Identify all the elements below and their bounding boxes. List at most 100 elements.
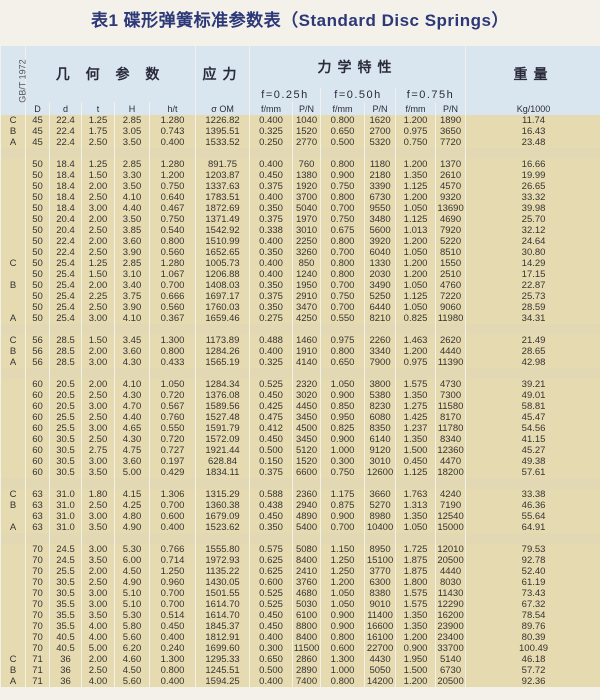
table-cell: 1.013: [396, 225, 436, 236]
table-cell: [466, 324, 600, 335]
table-cell: 20.5: [50, 379, 81, 390]
table-cell: 67.32: [466, 599, 600, 610]
table-cell: 1295.33: [196, 654, 250, 665]
table-cell: 1542.92: [196, 225, 250, 236]
table-cell: 92.36: [466, 676, 600, 687]
table-cell: 30.5: [50, 467, 81, 478]
table-cell: 0.950: [321, 412, 365, 423]
table-cell: [50, 533, 81, 544]
table-cell: 0.450: [250, 511, 293, 522]
table-cell: 30.5: [50, 577, 81, 588]
table-cell: 0.375: [250, 467, 293, 478]
table-cell: 49.38: [466, 456, 600, 467]
table-cell: 30.80: [466, 247, 600, 258]
table-cell: 0.275: [250, 313, 293, 324]
table-row: B 63 31.0 2.50 4.25 0.700 1360.38 0.438 2940 0.87…: [1, 500, 600, 511]
table-cell: 2610: [436, 170, 466, 181]
table-cell: 0.560: [150, 247, 196, 258]
grade-cell: A: [1, 357, 25, 368]
table-cell: 1.200: [150, 170, 196, 181]
table-row: 70 40.5 4.00 5.60 0.400 1812.91 0.400 8400 0.800…: [1, 632, 600, 643]
table-cell: 1.200: [396, 346, 436, 357]
table-cell: [250, 148, 293, 159]
table-cell: 0.900: [396, 643, 436, 654]
table-cell: 78.54: [466, 610, 600, 621]
table-row: 70 35.5 3.00 5.10 0.700 1614.70 0.525 5030 1.050…: [1, 599, 600, 610]
table-row: 70 40.5 5.00 6.20 0.240 1699.60 0.300 11500 0.60…: [1, 643, 600, 654]
table-cell: 71: [26, 665, 49, 676]
table-cell: 1.425: [396, 412, 436, 423]
table-cell: 1.306: [150, 489, 196, 500]
table-row: C 50 25.4 1.25 2.85 1.280 1005.73 0.400 850 0.800…: [1, 258, 600, 269]
table-cell: 0.600: [250, 577, 293, 588]
table-cell: 0.750: [396, 137, 436, 148]
grade-cell: C: [1, 258, 25, 269]
table-cell: 3650: [436, 126, 466, 137]
table-cell: 22.4: [50, 236, 81, 247]
table-cell: [82, 324, 114, 335]
table-cell: 30.5: [50, 434, 81, 445]
table-cell: 1.350: [396, 610, 436, 621]
table-cell: 11400: [365, 610, 396, 621]
table-cell: 9320: [436, 192, 466, 203]
table-cell: 5.30: [115, 544, 149, 555]
table-row: 60 20.5 2.00 4.10 1.050 1284.34 0.525 2320 1.050…: [1, 379, 600, 390]
table-cell: 1.250: [150, 566, 196, 577]
table-cell: 0.800: [321, 258, 365, 269]
table-cell: 760: [293, 159, 321, 170]
table-cell: 1.250: [321, 566, 365, 577]
table-cell: 1.275: [396, 401, 436, 412]
table-cell: 20.4: [50, 214, 81, 225]
table-row: A 63 31.0 3.50 4.90 0.400 1523.62 0.350 5400 0.70…: [1, 522, 600, 533]
table-cell: 56: [26, 335, 49, 346]
table-cell: 0.350: [250, 280, 293, 291]
table-cell: 1371.49: [196, 214, 250, 225]
grade-cell: [1, 203, 25, 214]
table-cell: 1614.70: [196, 610, 250, 621]
table-cell: 12540: [436, 511, 466, 522]
table-cell: 0.375: [250, 181, 293, 192]
table-cell: 1.763: [396, 489, 436, 500]
table-cell: 4250: [293, 313, 321, 324]
table-cell: 22.4: [50, 247, 81, 258]
table-cell: 0.525: [250, 379, 293, 390]
table-cell: 3260: [293, 247, 321, 258]
table-cell: 45.27: [466, 445, 600, 456]
table-cell: 4440: [436, 566, 466, 577]
table-cell: 5.10: [115, 599, 149, 610]
table-cell: 1.125: [396, 291, 436, 302]
table-cell: 32.12: [466, 225, 600, 236]
table-cell: 2180: [365, 170, 396, 181]
table-cell: 4.30: [115, 434, 149, 445]
table-cell: 1.280: [150, 258, 196, 269]
spacer-row: [1, 324, 600, 335]
table-row: 50 25.4 1.50 3.10 1.067 1206.88 0.400 1240 0.800…: [1, 269, 600, 280]
table-cell: [365, 533, 396, 544]
table-cell: 0.650: [250, 654, 293, 665]
table-row: 50 20.4 2.00 3.50 0.750 1371.49 0.375 1970 0.750…: [1, 214, 600, 225]
table-cell: 70: [26, 555, 49, 566]
table-cell: 2.50: [82, 412, 114, 423]
table-cell: [196, 368, 250, 379]
table-row: B 45 22.4 1.75 3.05 0.743 1395.51 0.325 1520 0.65…: [1, 126, 600, 137]
table-cell: 8380: [365, 588, 396, 599]
table-cell: 1533.52: [196, 137, 250, 148]
table-cell: 39.21: [466, 379, 600, 390]
table-cell: 49.01: [466, 390, 600, 401]
grade-cell: A: [1, 522, 25, 533]
table-cell: [196, 324, 250, 335]
table-cell: 60: [26, 434, 49, 445]
table-cell: 0.640: [150, 192, 196, 203]
table-cell: 46.18: [466, 654, 600, 665]
table-cell: 1591.79: [196, 423, 250, 434]
spacer-row: [1, 478, 600, 489]
table-cell: 3.45: [115, 335, 149, 346]
column-header: t: [82, 102, 114, 115]
table-cell: 3.00: [82, 511, 114, 522]
table-cell: 1659.46: [196, 313, 250, 324]
table-cell: 5080: [293, 544, 321, 555]
table-cell: 5270: [365, 500, 396, 511]
table-cell: 2.00: [82, 280, 114, 291]
table-cell: 36: [50, 676, 81, 687]
table-cell: 63: [26, 489, 49, 500]
